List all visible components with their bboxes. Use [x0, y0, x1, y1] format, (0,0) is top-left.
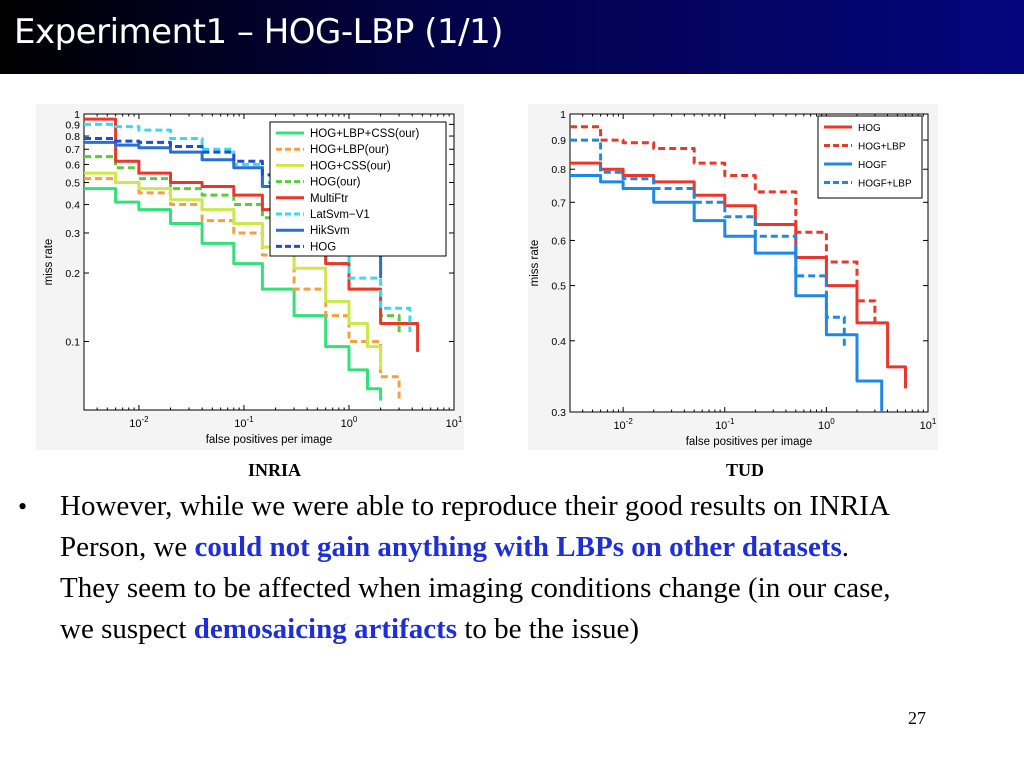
y-tick-label: 0.1 [65, 337, 80, 349]
legend-label: HOG+LBP+CSS(our) [310, 128, 419, 140]
x-tick-label: 100 [818, 417, 835, 432]
y-tick-label: 0.7 [551, 197, 566, 209]
legend-label: MultiFtr [310, 193, 349, 205]
y-tick-label: 0.9 [65, 119, 80, 131]
inria-plot: 10-2 10-1 100 101 0.1 0.2 0.3 0.4 0.5 0.6 0.7 0.8 0.… [36, 104, 464, 450]
highlight-demosaicing: demosaicing artifacts [193, 613, 458, 645]
y-tick-label: 1 [74, 109, 80, 121]
y-tick-label: 0.3 [65, 228, 80, 240]
title-bar: Experiment1 – HOG-LBP (1/1) [0, 0, 1024, 74]
y-tick-label: 0.8 [551, 164, 566, 176]
x-tick-label: 10-1 [715, 417, 735, 432]
y-tick-label: 0.7 [65, 144, 80, 156]
y-tick-label: 0.4 [65, 200, 80, 212]
y-tick-label: 0.5 [65, 177, 80, 189]
chart-0-svg: 10-2 10-1 100 101 0.1 0.2 0.3 0.4 0.5 0.6 0.70.80.… [36, 104, 464, 450]
legend-box [269, 121, 447, 257]
legend-label: HOG [858, 123, 881, 134]
legend-label: HOG+CSS(our) [310, 160, 391, 172]
x-tick-label: 100 [341, 415, 358, 430]
y-tick-label: 0.8 [65, 131, 80, 143]
inria-caption: INRIA [248, 460, 302, 480]
legend-label: HOG(our) [310, 177, 361, 189]
x-tick-label: 10-2 [613, 417, 633, 432]
y-tick-label: 0.6 [551, 235, 566, 247]
series-line [84, 137, 351, 255]
legend-label: HOGF [858, 160, 887, 171]
tud-plot: 10-2 10-1 100 101 0.3 0.4 0.5 0.6 0.7 0.8 0.9 1 fals… [528, 104, 938, 450]
legend-label: HOG [310, 241, 336, 253]
bullet-segment-3: to be the issue) [457, 613, 640, 645]
legend-label: HOG+LBP [858, 142, 906, 153]
series-line [570, 125, 877, 323]
series-group [570, 125, 907, 412]
series-line [570, 174, 884, 412]
x-axis-label: false positives per image [206, 434, 333, 446]
y-tick-label: 0.2 [65, 268, 80, 280]
y-tick-label: 0.6 [65, 159, 80, 171]
y-tick-label: 1 [560, 109, 566, 121]
y-tick-label: 0.3 [551, 407, 566, 419]
series-line [570, 161, 907, 389]
series-line [84, 187, 383, 401]
legend-label: HikSvm [310, 225, 350, 237]
page-number: 27 [908, 708, 926, 728]
highlight-lbp: could not gain anything with LBPs on oth… [194, 531, 842, 563]
bullet-segment-2: . They seem to be affected when imaging … [60, 531, 891, 645]
legend-box [817, 115, 923, 199]
series-line [84, 171, 383, 370]
bullet-segment-1: However, while we were able to reproduce… [60, 490, 889, 563]
bullet-point: • However, while we were able to reprodu… [18, 486, 898, 650]
x-tick-label: 101 [446, 415, 463, 430]
slide-title: Experiment1 – HOG-LBP (1/1) [14, 12, 503, 52]
y-tick-label: 0.5 [551, 281, 566, 293]
y-tick-label: 0.4 [551, 336, 566, 348]
y-axis-label: miss rate [43, 239, 55, 286]
legend-label: HOGF+LBP [858, 179, 912, 190]
series-line [84, 117, 420, 352]
bullet-marker: • [18, 492, 28, 521]
x-tick-label: 10-2 [129, 415, 149, 430]
legend-label: LatSvm−V1 [310, 209, 370, 221]
series-line [84, 122, 412, 333]
y-tick-label: 0.9 [551, 135, 566, 147]
x-axis-label: false positives per image [686, 436, 813, 448]
legend-label: HOG+LBP(our) [310, 144, 389, 156]
y-axis-label: miss rate [529, 240, 541, 287]
bullet-text: However, while we were able to reproduce… [18, 486, 898, 650]
x-tick-label: 101 [920, 417, 937, 432]
tud-caption: TUD [726, 460, 765, 480]
x-tick-label: 10-1 [234, 415, 254, 430]
chart-1-svg: 10-2 10-1 100 101 0.3 0.4 0.5 0.6 0.7 0.8 0.9 1 fals… [528, 104, 938, 450]
